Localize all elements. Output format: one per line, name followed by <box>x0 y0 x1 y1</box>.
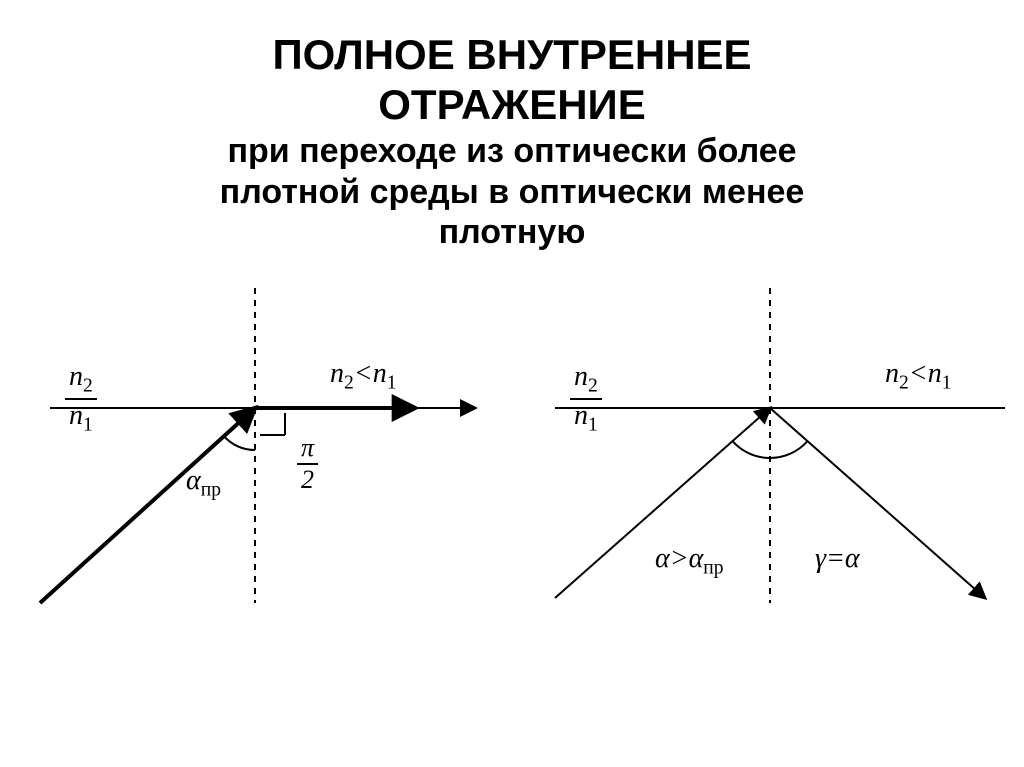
left-ratio-den: n1 <box>65 400 97 437</box>
right-gamma-label: γ=α <box>815 543 860 575</box>
diagrams-container: n2 n1 n2<n1 αпр π 2 n2 n1 n2<n1 α>αпр γ=… <box>0 263 1024 693</box>
right-ratio-den: n1 <box>570 400 602 437</box>
left-pi2-label: π 2 <box>297 433 318 495</box>
title-line2: ОТРАЖЕНИЕ <box>0 80 1024 130</box>
title-line4: плотной среды в оптически менее <box>0 172 1024 213</box>
title-line3: при переходе из оптически более <box>0 131 1024 172</box>
left-ratio-num: n2 <box>65 361 97 400</box>
left-pi2-den: 2 <box>297 465 318 495</box>
title-line5: плотную <box>0 212 1024 253</box>
left-alpha-label: αпр <box>186 465 221 502</box>
diagram-svg <box>0 263 1024 693</box>
right-condition-label: n2<n1 <box>885 358 952 395</box>
right-ratio-label: n2 n1 <box>570 361 602 436</box>
left-condition-label: n2<n1 <box>330 358 397 395</box>
left-pi2-num: π <box>297 433 318 465</box>
left-ratio-label: n2 n1 <box>65 361 97 436</box>
right-alpha-label: α>αпр <box>655 543 724 580</box>
right-ratio-num: n2 <box>570 361 602 400</box>
title-line1: ПОЛНОЕ ВНУТРЕННЕЕ <box>0 30 1024 80</box>
title-block: ПОЛНОЕ ВНУТРЕННЕЕ ОТРАЖЕНИЕ при переходе… <box>0 0 1024 253</box>
